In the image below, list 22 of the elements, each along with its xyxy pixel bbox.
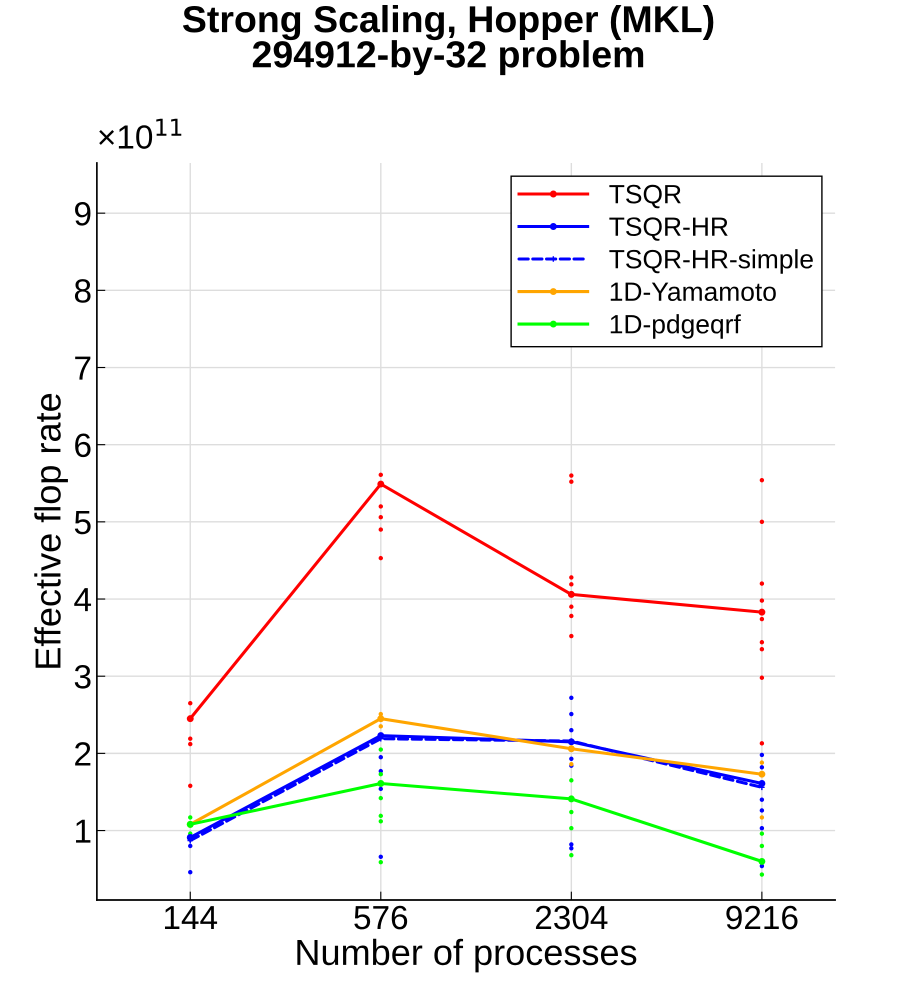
y-tick-label: 2 [75, 742, 90, 766]
x-tick-label: 9216 [726, 906, 798, 930]
x-tick-label: 2304 [536, 906, 608, 930]
y-tick-label: 7 [75, 356, 90, 380]
legend-label: TSQR-HR-simple [609, 249, 813, 274]
y-tick-label: 8 [74, 279, 91, 303]
x-tick-label: 576 [354, 906, 408, 930]
legend-label: TSQR-HR [609, 217, 728, 241]
y-tick-label: 3 [74, 665, 91, 689]
y-tick-label: 1 [76, 820, 90, 843]
chart-title: Strong Scaling, Hopper (MKL) 294912-by-32 problem [182, 5, 714, 76]
legend-label: TSQR [609, 184, 681, 208]
x-axis-title: Number of processes [297, 938, 636, 972]
y-tick-label: 4 [74, 588, 92, 612]
text: ×10$^{11}$ [99, 118, 182, 149]
y-axis-title: Effective flop rate [34, 394, 68, 668]
x-tick-label: 144 [164, 906, 218, 930]
legend-label: 1D-Yamamoto [610, 282, 776, 302]
legend-label: 1D-pdgeqrf [610, 314, 741, 339]
y-tick-label: 9 [75, 202, 90, 226]
y-tick-label: 6 [75, 433, 91, 458]
y-tick-label: 5 [74, 511, 91, 534]
